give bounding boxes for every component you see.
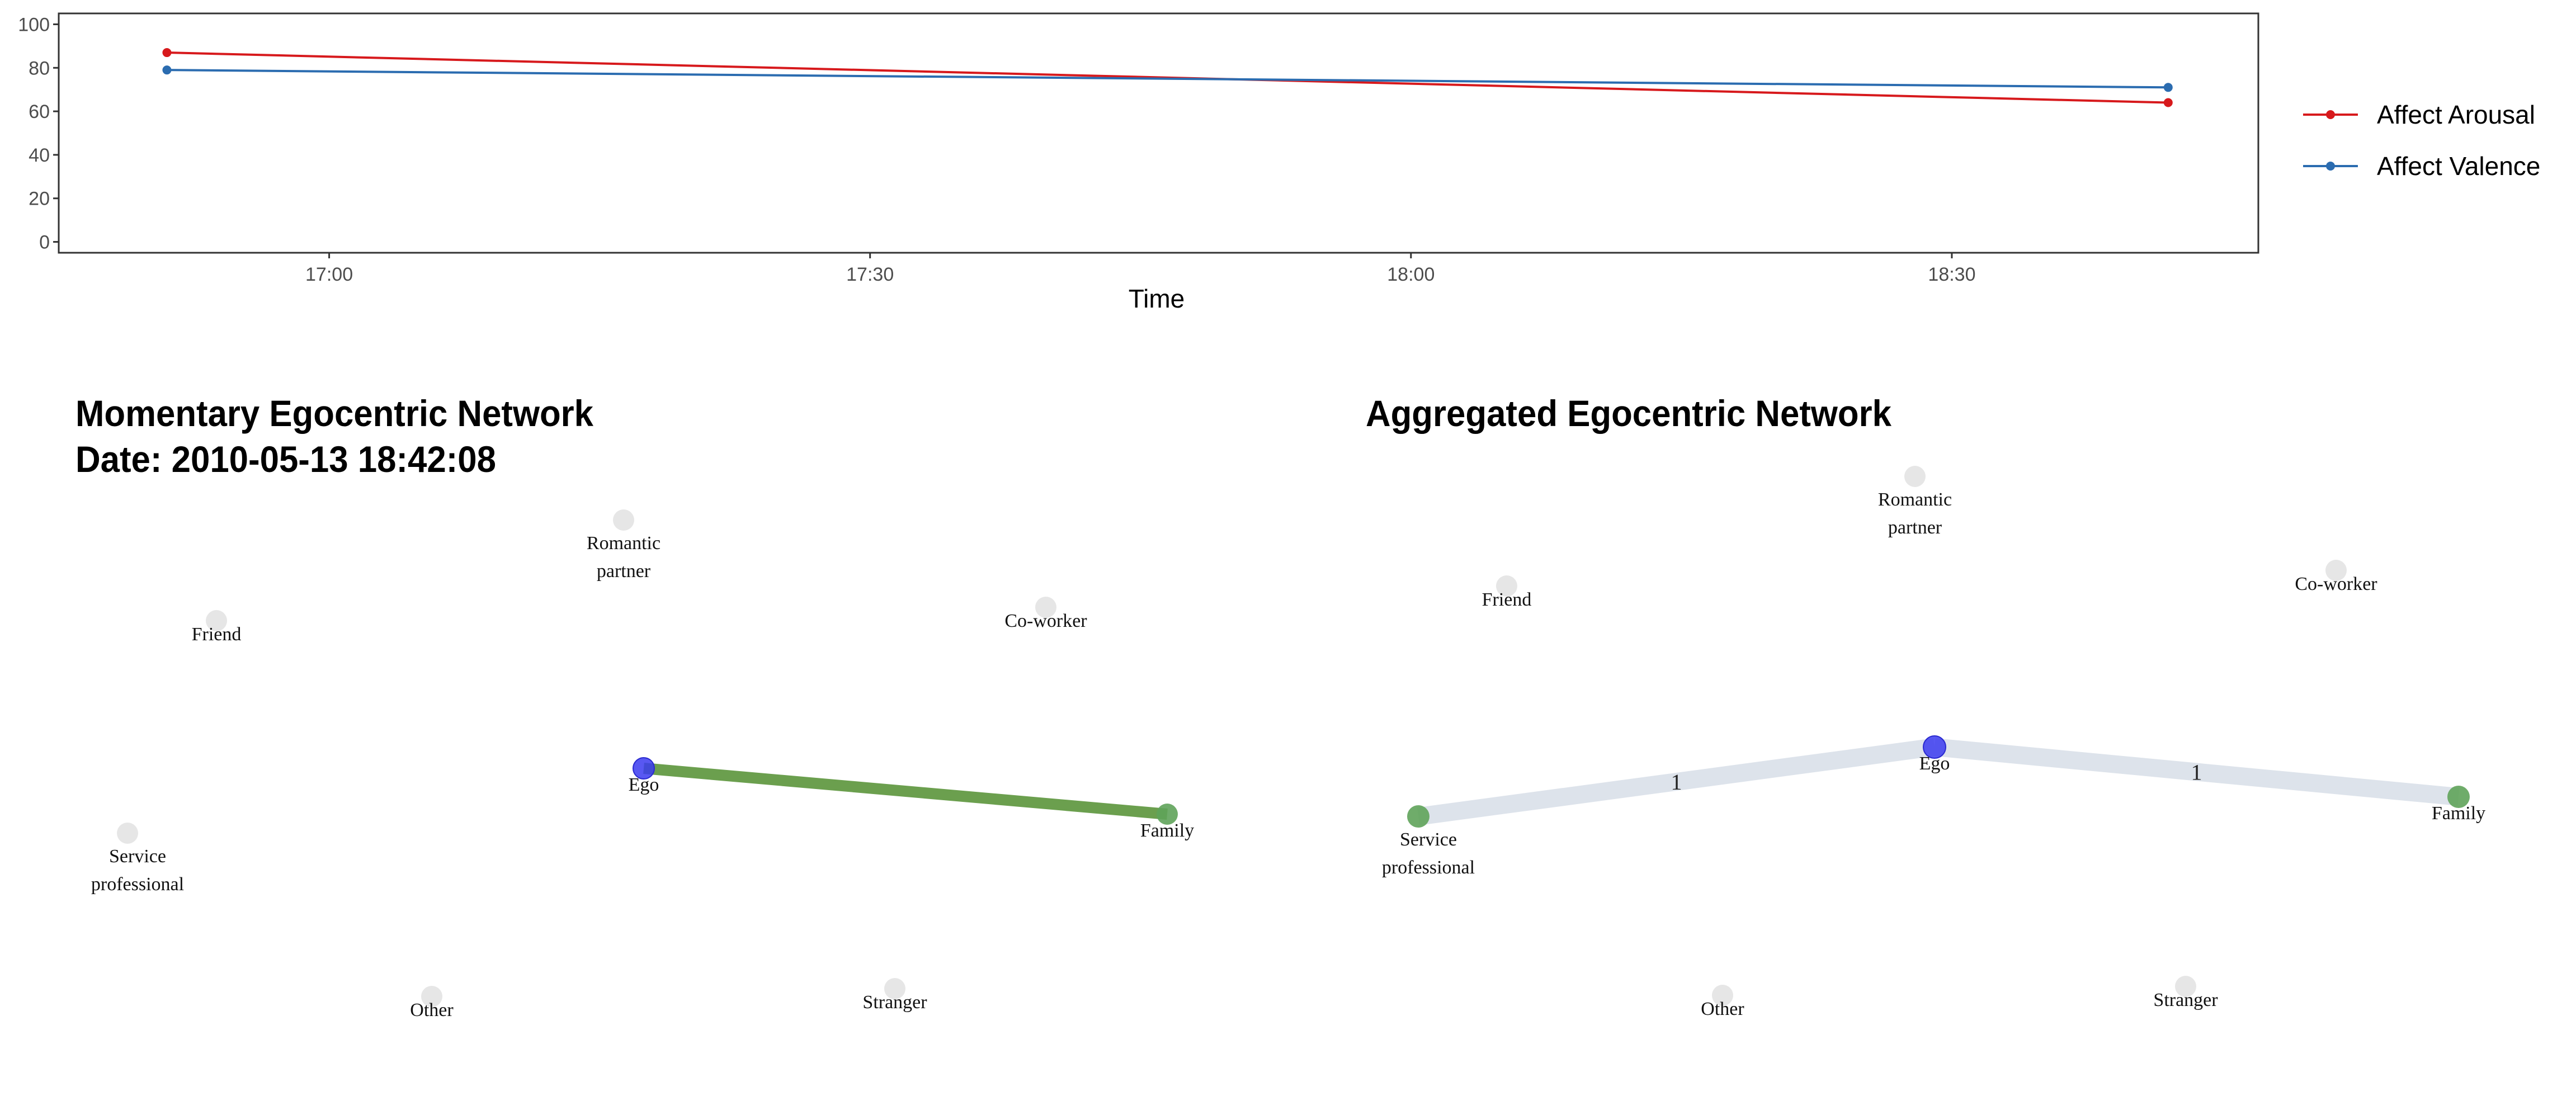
node-label-other: Other [410,1000,454,1021]
aggregated-network-title: Aggregated Egocentric Network [1366,393,1891,434]
node-label-family: Family [1140,820,1194,841]
x-tick-label: 18:30 [1928,264,1975,285]
legend-marker [2326,162,2335,171]
node-service [1407,805,1429,828]
node-ego [1923,735,1946,759]
node-coworker [2325,560,2347,581]
node-romantic [613,509,634,531]
node-label-service: professional [91,874,184,895]
node-label-ego: Ego [629,774,659,795]
node-other [1712,985,1733,1006]
affect-line-chart: 0 20 40 60 80 100 17:00 17:30 18:00 18:30 Time A… [18,12,2540,313]
node-romantic [1904,466,1926,487]
node-label-stranger: Stranger [2153,990,2218,1010]
node-label-service: Service [109,846,166,867]
y-tick-label: 40 [29,145,50,166]
node-label-family: Family [2432,803,2485,824]
node-service [117,823,138,844]
y-tick-label: 60 [29,101,50,122]
node-label-coworker: Co-worker [1004,611,1087,631]
y-tick-label: 100 [18,14,50,35]
legend-label: Affect Valence [2377,152,2540,181]
x-axis: 17:00 17:30 18:00 18:30 [305,253,1976,285]
momentary-network-date: Date: 2010-05-13 18:42:08 [76,438,496,480]
legend-marker [2326,110,2335,119]
edge-weight-label: 1 [2191,760,2202,785]
series-layer [162,48,2173,107]
node-coworker [1035,597,1056,618]
node-label-romantic: Romantic [587,533,660,554]
data-point-valence [162,65,172,75]
node-label-service: Service [1400,829,1457,850]
edge-weight-label: 1 [1671,769,1682,795]
node-label-romantic: partner [597,561,651,582]
node-label-friend: Friend [192,624,242,645]
y-axis: 0 20 40 60 80 100 [18,14,59,253]
aggregated-network: Aggregated Egocentric Network 1 1 Romanti… [1366,393,2485,1019]
series-line-valence [167,69,2168,89]
node-label-coworker: Co-worker [2295,574,2377,594]
data-point-arousal [2163,98,2173,107]
node-label-friend: Friend [1482,589,1532,610]
node-label-stranger: Stranger [862,992,927,1013]
y-tick-label: 20 [29,188,50,210]
node-friend [206,610,227,631]
node-label-ego: Ego [1919,753,1950,774]
x-axis-label: Time [1129,284,1185,313]
node-label-other: Other [1701,999,1744,1019]
data-point-arousal [162,48,172,58]
node-stranger [884,978,905,999]
momentary-edge [643,763,1168,820]
data-point-valence [2163,83,2173,92]
y-tick-label: 0 [39,232,50,253]
node-label-service: professional [1382,857,1475,878]
x-tick-label: 17:00 [305,264,353,285]
legend: Affect Arousal Affect Valence [2303,100,2540,181]
momentary-network: Momentary Egocentric Network Date: 2010-… [76,393,1194,1021]
node-family [1157,804,1178,825]
x-tick-label: 18:00 [1387,264,1435,285]
momentary-network-title: Momentary Egocentric Network [76,393,593,434]
y-tick-label: 80 [29,58,50,79]
plot-panel-border [58,12,2259,254]
node-other [421,986,442,1007]
node-stranger [2175,976,2196,997]
node-label-romantic: partner [1888,517,1942,538]
node-ego [633,757,655,780]
node-friend [1496,575,1517,597]
node-label-romantic: Romantic [1878,489,1952,510]
aggregated-edge [1933,738,2460,806]
x-tick-label: 17:30 [846,264,894,285]
node-family [2447,786,2470,808]
aggregated-edge [1417,738,1936,825]
legend-label: Affect Arousal [2377,100,2535,129]
